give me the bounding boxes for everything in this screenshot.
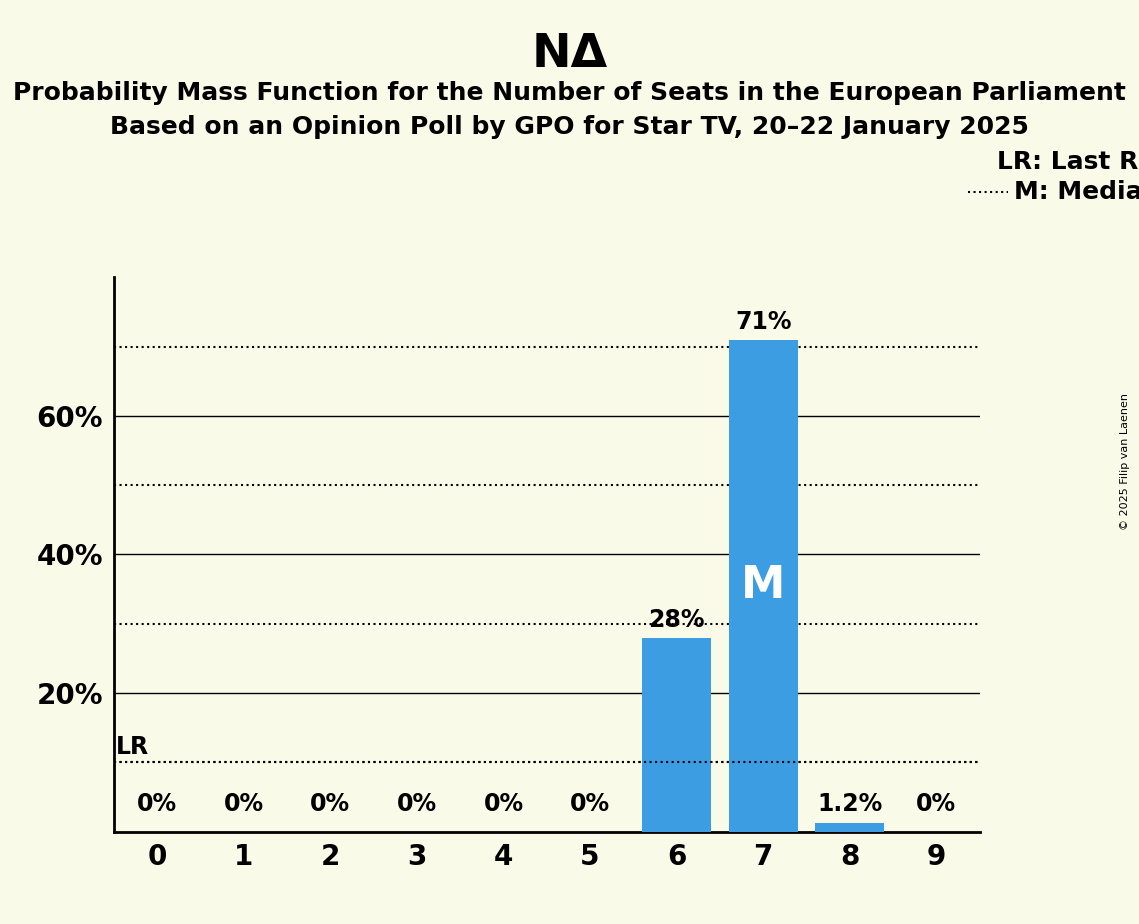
Text: LR: Last Result: LR: Last Result	[997, 150, 1139, 174]
Text: 0%: 0%	[310, 793, 351, 817]
Text: 71%: 71%	[735, 310, 792, 334]
Text: M: Median: M: Median	[1014, 180, 1139, 204]
Text: 0%: 0%	[396, 793, 437, 817]
Text: NΔ: NΔ	[532, 32, 607, 78]
Text: 0%: 0%	[483, 793, 524, 817]
Text: Based on an Opinion Poll by GPO for Star TV, 20–22 January 2025: Based on an Opinion Poll by GPO for Star…	[110, 115, 1029, 139]
Bar	[642, 638, 711, 832]
Text: 28%: 28%	[648, 608, 705, 632]
Text: Probability Mass Function for the Number of Seats in the European Parliament: Probability Mass Function for the Number…	[13, 81, 1126, 105]
Text: M: M	[741, 564, 785, 607]
Bar	[816, 823, 884, 832]
Text: 0%: 0%	[570, 793, 611, 817]
Text: 0%: 0%	[916, 793, 957, 817]
Text: 1.2%: 1.2%	[817, 793, 883, 817]
Text: 0%: 0%	[223, 793, 264, 817]
Bar	[729, 340, 797, 832]
Text: LR: LR	[116, 735, 149, 759]
Text: © 2025 Filip van Laenen: © 2025 Filip van Laenen	[1120, 394, 1130, 530]
Text: 0%: 0%	[137, 793, 178, 817]
